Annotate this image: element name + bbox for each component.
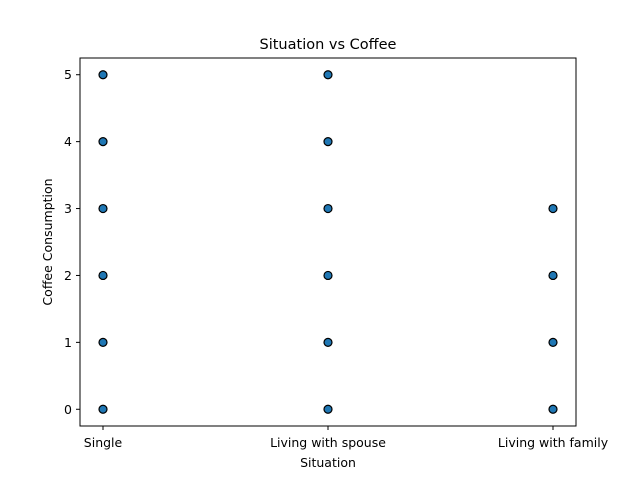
y-tick-label: 2 [64,268,72,283]
y-tick-label: 5 [64,67,72,82]
data-point [98,203,108,214]
y-tick-label: 1 [64,335,72,350]
plot-frame [79,57,577,427]
data-point [98,70,108,80]
data-point [323,270,333,281]
x-tick-label: Single [84,435,123,450]
y-tick-label: 0 [64,402,72,417]
data-point [548,337,558,347]
chart-title: Situation vs Coffee [260,37,397,53]
data-points [98,70,558,414]
data-point [323,70,333,80]
data-point [98,404,108,414]
data-point [323,203,333,214]
x-tick-label: Living with spouse [270,435,386,450]
y-tick-label: 4 [64,134,72,149]
data-point [548,270,558,281]
data-point [98,337,108,347]
data-point [323,337,333,347]
data-point [98,137,108,147]
data-point [98,270,108,281]
x-tick-label: Living with family [498,435,609,450]
data-point [548,203,558,214]
axis-ticks: Single Living with spouse Living with fami… [64,67,609,450]
y-tick-label: 3 [64,201,72,216]
y-axis-label: Coffee Consumption [40,178,55,305]
x-axis-label: Situation [300,455,356,470]
data-point [548,404,558,414]
data-point [323,137,333,147]
data-point [323,404,333,414]
